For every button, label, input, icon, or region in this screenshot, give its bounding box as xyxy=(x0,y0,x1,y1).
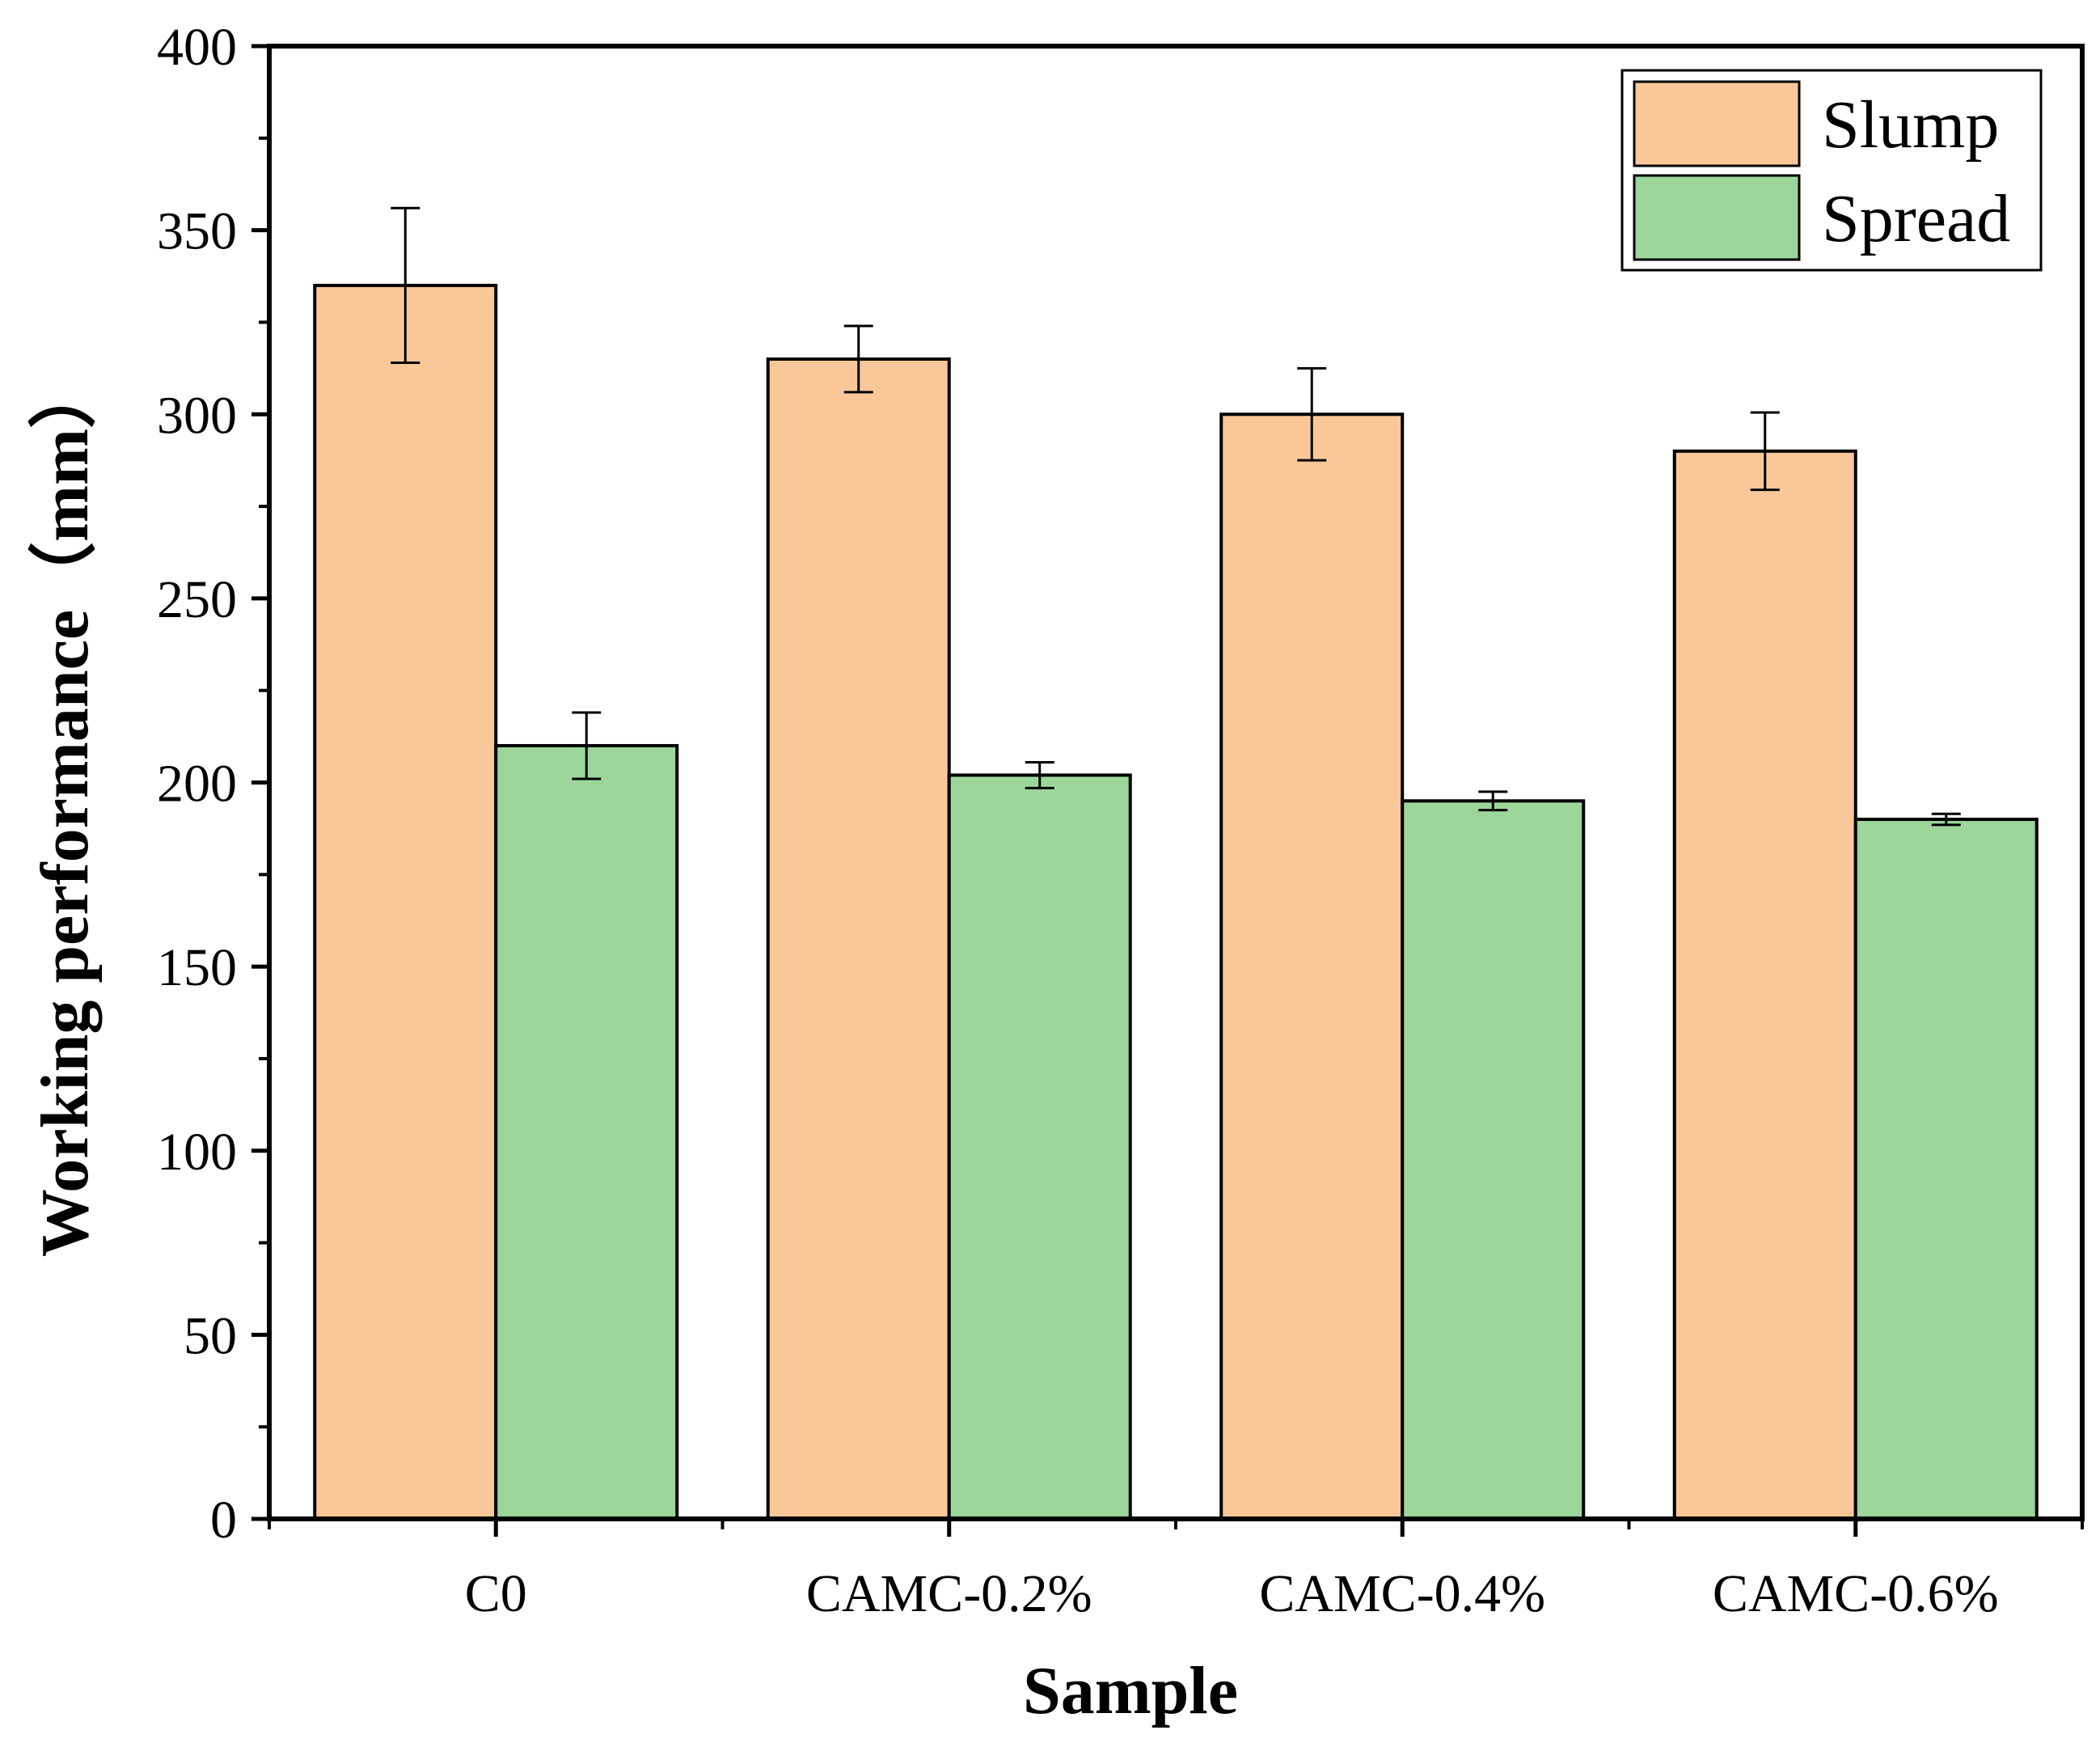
y-tick-label: 400 xyxy=(157,18,237,77)
error-bar-spread-camc-0-2 xyxy=(1025,760,1054,789)
bar-slump-camc-0-6 xyxy=(1672,449,1857,1521)
legend-swatch-spread xyxy=(1633,174,1801,261)
ticks-layer: 0 50 100 150 200 250 300 350 400 C0 CAMC-0.2% CAMC-… xyxy=(157,18,2084,1623)
x-tick-label: CAMC-0.4% xyxy=(1259,1564,1545,1623)
y-tick-label: 300 xyxy=(157,386,237,445)
error-bar-slump-c0 xyxy=(391,206,420,365)
bar-slump-camc-0-4 xyxy=(1219,412,1405,1521)
y-tick-label: 350 xyxy=(157,202,237,261)
x-tick-label: C0 xyxy=(465,1564,527,1623)
error-bar-slump-camc-0-4 xyxy=(1297,366,1327,462)
y-tick-label: 100 xyxy=(157,1123,237,1182)
x-tick-label: CAMC-0.2% xyxy=(806,1564,1092,1623)
x-axis-title: Sample xyxy=(1023,1653,1238,1728)
bar-spread-camc-0-6 xyxy=(1853,818,2039,1521)
error-bars-layer xyxy=(391,206,1961,827)
y-tick-label: 150 xyxy=(157,938,237,997)
error-bar-spread-c0 xyxy=(572,711,602,780)
bar-spread-c0 xyxy=(494,743,679,1521)
error-bar-slump-camc-0-6 xyxy=(1750,411,1780,492)
legend: Slump Spread xyxy=(1620,69,2043,272)
bar-spread-camc-0-2 xyxy=(947,773,1132,1521)
bar-slump-camc-0-2 xyxy=(766,357,951,1521)
x-tick-label: CAMC-0.6% xyxy=(1713,1564,1999,1623)
error-bar-spread-camc-0-4 xyxy=(1478,790,1508,812)
error-bar-slump-camc-0-2 xyxy=(843,324,873,394)
legend-label-spread: Spread xyxy=(1822,181,2010,256)
y-tick-label: 250 xyxy=(157,570,237,629)
error-bar-spread-camc-0-6 xyxy=(1931,812,1961,827)
legend-label-slump: Slump xyxy=(1822,87,1999,163)
legend-swatch-slump xyxy=(1633,80,1801,167)
y-tick-label: 200 xyxy=(157,755,237,814)
bar-spread-camc-0-4 xyxy=(1401,799,1586,1521)
bar-slump-c0 xyxy=(313,283,498,1521)
y-tick-label: 50 xyxy=(184,1306,237,1365)
y-axis-title: Working performance（mm） xyxy=(27,361,103,1257)
bars-layer xyxy=(313,283,2039,1521)
y-tick-label: 0 xyxy=(210,1491,237,1550)
